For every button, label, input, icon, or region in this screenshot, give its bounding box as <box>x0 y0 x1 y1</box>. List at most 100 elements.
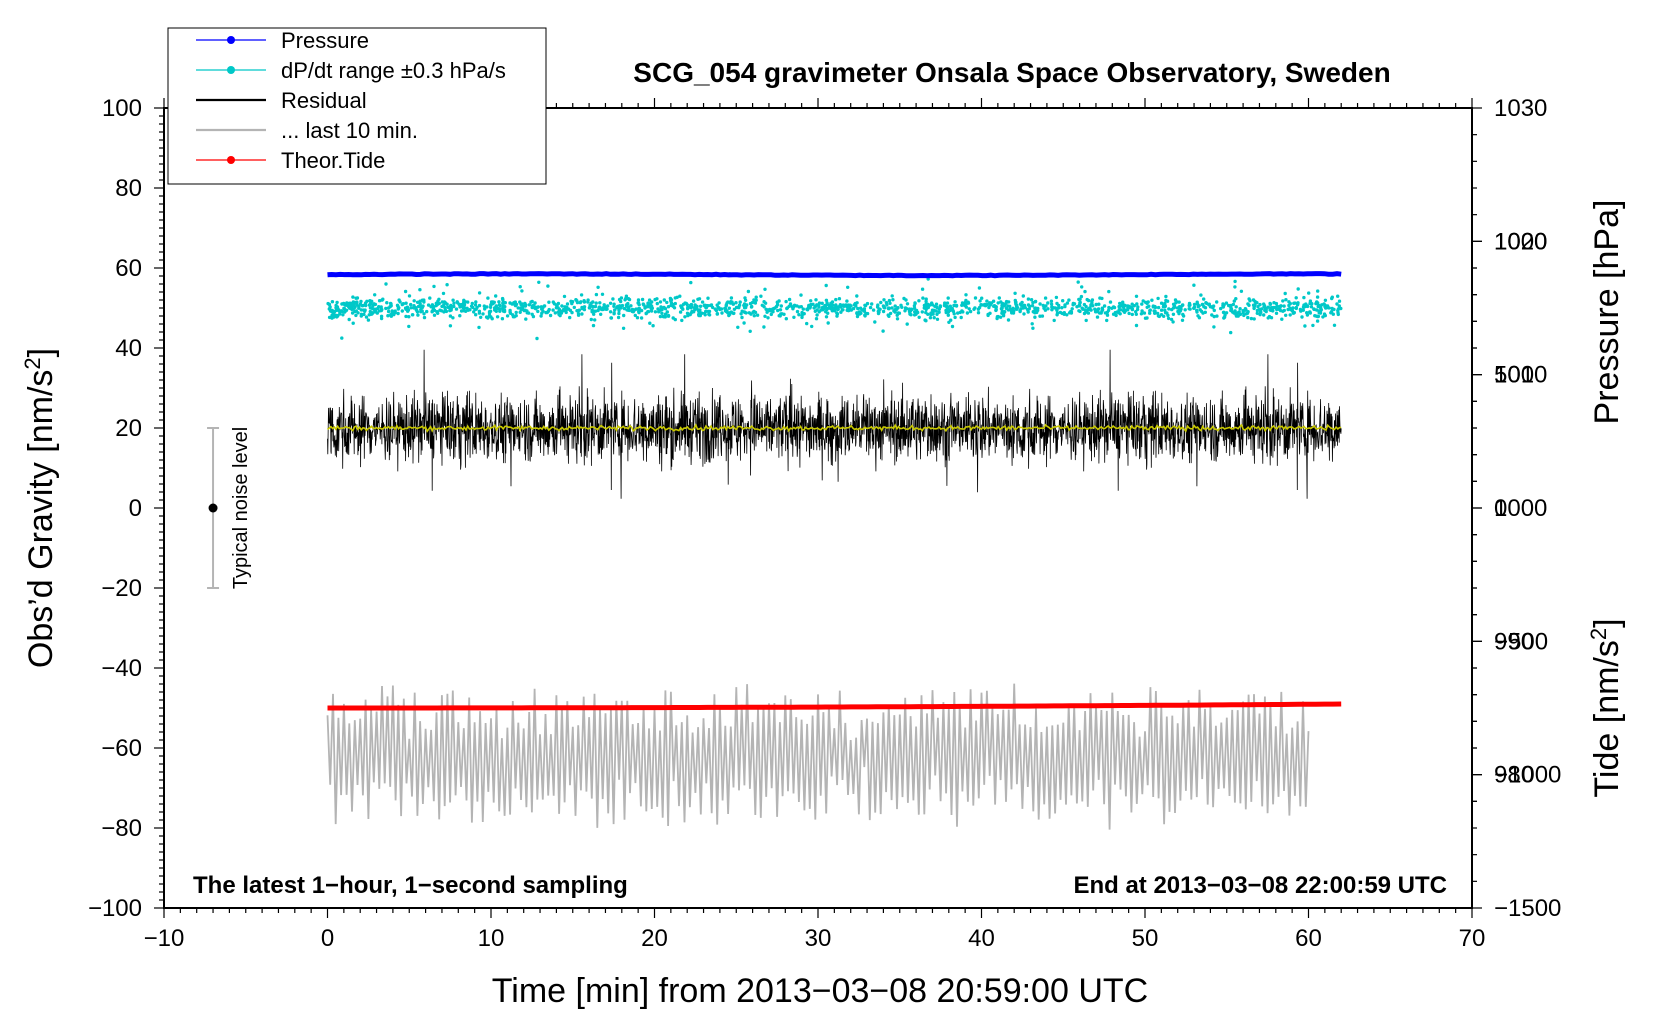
dpdt-point <box>653 310 658 314</box>
y-axis-title-tide: Tide [nm/s2] <box>1586 618 1626 797</box>
dpdt-point <box>1274 301 1279 306</box>
dpdt-point <box>484 315 489 319</box>
dpdt-point <box>1166 316 1171 321</box>
dpdt-point <box>641 302 645 306</box>
dpdt-point <box>542 304 546 308</box>
x-tick-label: 30 <box>805 925 832 952</box>
dpdt-point <box>841 308 845 312</box>
dpdt-point <box>386 314 390 318</box>
dpdt-point <box>931 312 935 316</box>
dpdt-point <box>932 316 936 320</box>
dpdt-point <box>591 323 596 328</box>
dpdt-point <box>763 287 767 291</box>
dpdt-point <box>973 296 978 300</box>
dpdt-point <box>617 311 621 316</box>
dpdt-point <box>1118 312 1122 316</box>
dpdt-point <box>625 308 629 312</box>
dpdt-point <box>1054 295 1059 300</box>
dpdt-point <box>635 316 640 320</box>
dpdt-point <box>1033 315 1037 319</box>
dpdt-point <box>1027 307 1032 311</box>
dpdt-point <box>902 296 906 301</box>
dpdt-point <box>428 296 432 300</box>
dpdt-point <box>748 329 752 333</box>
dpdt-point <box>572 305 576 310</box>
dpdt-point <box>1052 318 1056 323</box>
dpdt-point <box>740 315 744 320</box>
dpdt-point <box>448 324 453 328</box>
dpdt-point <box>1247 303 1251 307</box>
dpdt-point <box>778 308 783 312</box>
dpdt-point <box>824 298 829 302</box>
dpdt-point <box>1287 303 1291 308</box>
dpdt-point <box>407 315 411 319</box>
dpdt-point <box>717 301 721 305</box>
dpdt-point <box>1049 299 1054 303</box>
dpdt-point <box>938 305 943 309</box>
dpdt-point <box>691 299 696 303</box>
dpdt-point <box>928 303 932 307</box>
dpdt-point <box>1151 305 1156 309</box>
dpdt-point <box>1031 300 1035 305</box>
dpdt-point <box>624 304 629 308</box>
dpdt-point <box>666 313 671 318</box>
dpdt-point <box>1142 311 1147 315</box>
dpdt-point <box>1282 308 1287 313</box>
dpdt-point <box>1107 289 1111 294</box>
dpdt-point <box>964 293 968 297</box>
dpdt-point <box>1022 312 1026 316</box>
dpdt-point <box>648 321 652 325</box>
dpdt-point <box>436 311 440 315</box>
dpdt-point <box>546 309 551 313</box>
dpdt-point <box>935 312 939 316</box>
dpdt-point <box>520 302 524 306</box>
dpdt-point <box>576 309 580 313</box>
dpdt-point <box>686 307 690 311</box>
dpdt-point <box>1094 302 1098 307</box>
dpdt-point <box>1315 319 1320 323</box>
dpdt-point <box>1046 307 1050 311</box>
dpdt-point <box>1081 307 1085 311</box>
dpdt-point <box>439 309 444 313</box>
dpdt-point <box>1046 301 1050 305</box>
dpdt-point <box>977 286 982 290</box>
dpdt-point <box>495 315 500 319</box>
dpdt-point <box>534 305 538 310</box>
dpdt-point <box>1030 304 1035 308</box>
dpdt-point <box>1148 308 1153 312</box>
dpdt-point <box>1171 306 1176 310</box>
dpdt-point <box>775 302 780 307</box>
dpdt-point <box>746 289 751 294</box>
dpdt-point <box>663 312 668 316</box>
legend-label: Theor.Tide <box>281 148 385 173</box>
dpdt-point <box>1164 298 1168 303</box>
dpdt-point <box>608 301 613 305</box>
dpdt-point <box>680 318 684 323</box>
dpdt-point <box>825 306 829 311</box>
dpdt-point <box>996 314 1000 319</box>
dpdt-point <box>737 305 741 310</box>
dpdt-point <box>1322 312 1327 316</box>
dpdt-point <box>351 295 355 299</box>
dpdt-point <box>482 304 486 308</box>
y-axis-title-left: Obs’d Gravity [nm/s2] <box>20 348 60 668</box>
dpdt-point <box>972 307 976 311</box>
dpdt-point <box>1278 304 1282 309</box>
dpdt-point <box>441 303 446 308</box>
dpdt-point <box>1006 304 1010 308</box>
dpdt-point <box>879 300 883 305</box>
dpdt-point <box>471 305 475 310</box>
dpdt-point <box>500 317 505 321</box>
dpdt-point <box>816 303 821 308</box>
dpdt-point <box>379 316 384 321</box>
dpdt-point <box>1121 300 1125 304</box>
dpdt-point <box>335 300 339 305</box>
dpdt-point <box>714 308 719 313</box>
dpdt-point <box>518 300 522 304</box>
dpdt-point <box>1219 306 1223 311</box>
dpdt-point <box>917 299 921 303</box>
dpdt-point <box>1288 306 1292 310</box>
dpdt-point <box>671 316 675 320</box>
dpdt-point <box>706 309 710 314</box>
dpdt-point <box>1140 309 1144 313</box>
